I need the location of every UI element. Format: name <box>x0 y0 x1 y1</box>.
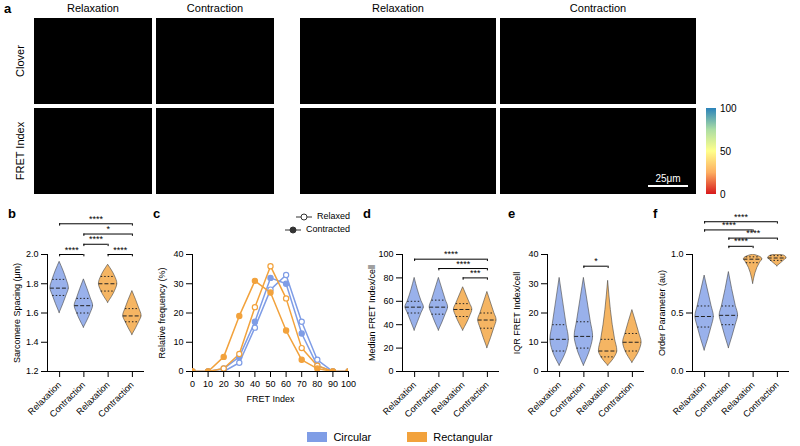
html-text:f: f <box>653 206 658 221</box>
svg-text:0: 0 <box>178 366 183 376</box>
svg-text:20: 20 <box>383 343 393 353</box>
svg-text:*: * <box>594 256 598 266</box>
svg-text:*: * <box>106 224 110 234</box>
svg-text:0.0: 0.0 <box>671 366 684 376</box>
svg-text:60: 60 <box>281 379 291 389</box>
svg-text:Relaxation: Relaxation <box>372 2 424 14</box>
svg-text:Contraction: Contraction <box>570 2 626 14</box>
svg-text:80: 80 <box>383 273 393 283</box>
svg-text:***: *** <box>470 268 481 278</box>
svg-text:1.8: 1.8 <box>26 279 39 289</box>
svg-text:****: **** <box>444 249 459 259</box>
svg-text:40: 40 <box>383 320 393 330</box>
svg-text:90: 90 <box>328 379 338 389</box>
svg-text:20: 20 <box>219 379 229 389</box>
svg-text:0: 0 <box>533 366 538 376</box>
svg-text:Contraction: Contraction <box>451 380 491 420</box>
svg-text:Contraction: Contraction <box>741 380 781 420</box>
svg-text:Relative frequency (%): Relative frequency (%) <box>157 267 167 358</box>
svg-text:Clover: Clover <box>14 45 26 77</box>
svg-text:Relaxation: Relaxation <box>719 379 757 417</box>
svg-text:IQR FRET Index/cell: IQR FRET Index/cell <box>512 272 522 354</box>
svg-text:Contraction: Contraction <box>692 379 733 420</box>
svg-text:Contraction: Contraction <box>596 380 636 420</box>
svg-text:****: **** <box>113 245 128 255</box>
html-text:d: d <box>363 206 371 221</box>
svg-text:Contraction: Contraction <box>402 379 443 420</box>
html-text:b: b <box>8 206 16 221</box>
svg-text:30: 30 <box>528 279 538 289</box>
svg-text:Relaxation: Relaxation <box>525 379 564 417</box>
svg-text:1.4: 1.4 <box>26 337 39 347</box>
svg-text:Relaxation: Relaxation <box>429 379 467 417</box>
html-text:Circular: Circular <box>333 431 372 443</box>
svg-text:****: **** <box>456 259 471 269</box>
svg-text:****: **** <box>89 214 104 224</box>
html-text:e: e <box>508 206 516 221</box>
svg-text:Relaxation: Relaxation <box>25 379 64 417</box>
svg-text:Contraction: Contraction <box>187 2 243 14</box>
svg-text:Relaxation: Relaxation <box>574 379 612 417</box>
svg-text:****: **** <box>89 234 104 244</box>
html-text:c: c <box>153 206 161 221</box>
svg-text:FRET Index: FRET Index <box>14 121 26 180</box>
svg-text:25μm: 25μm <box>655 173 680 184</box>
svg-text:****: **** <box>746 228 761 238</box>
svg-text:100: 100 <box>720 103 737 114</box>
svg-text:60: 60 <box>383 296 393 306</box>
html-text:Contracted: Contracted <box>306 224 350 234</box>
svg-text:100: 100 <box>341 379 356 389</box>
svg-text:70: 70 <box>297 379 307 389</box>
svg-text:Median FRET Index/cell: Median FRET Index/cell <box>367 265 377 361</box>
svg-text:Contraction: Contraction <box>547 379 588 420</box>
svg-text:100: 100 <box>378 249 393 259</box>
svg-text:0: 0 <box>190 379 195 389</box>
svg-text:50: 50 <box>720 146 732 157</box>
svg-text:0.5: 0.5 <box>671 308 684 318</box>
svg-text:10: 10 <box>203 379 213 389</box>
svg-text:10: 10 <box>528 337 538 347</box>
svg-text:****: **** <box>734 212 749 222</box>
html-text:Rectangular: Rectangular <box>433 431 493 443</box>
html-text:Relaxed: Relaxed <box>317 211 350 221</box>
svg-text:Contraction: Contraction <box>96 380 136 420</box>
svg-text:40: 40 <box>528 249 538 259</box>
svg-text:40: 40 <box>250 379 260 389</box>
svg-text:Order Parameter (au): Order Parameter (au) <box>657 270 667 356</box>
svg-text:1.6: 1.6 <box>26 308 39 318</box>
svg-text:20: 20 <box>173 308 183 318</box>
svg-text:10: 10 <box>173 337 183 347</box>
svg-text:40: 40 <box>173 249 183 259</box>
svg-text:30: 30 <box>234 379 244 389</box>
svg-text:0: 0 <box>720 189 726 200</box>
svg-text:30: 30 <box>173 279 183 289</box>
svg-text:50: 50 <box>265 379 275 389</box>
svg-text:1.2: 1.2 <box>26 366 39 376</box>
svg-text:Relaxation: Relaxation <box>380 379 419 417</box>
svg-text:80: 80 <box>312 379 322 389</box>
svg-text:FRET Index: FRET Index <box>247 394 295 404</box>
svg-text:0: 0 <box>388 366 393 376</box>
svg-text:Sarcomere Spacing (μm): Sarcomere Spacing (μm) <box>12 263 22 363</box>
svg-text:1.0: 1.0 <box>671 249 684 259</box>
svg-text:Contraction: Contraction <box>47 379 88 420</box>
svg-text:Relaxation: Relaxation <box>670 379 709 417</box>
svg-text:Relaxation: Relaxation <box>74 379 112 417</box>
svg-text:20: 20 <box>528 308 538 318</box>
svg-text:2.0: 2.0 <box>26 249 39 259</box>
svg-text:****: **** <box>65 245 80 255</box>
svg-text:a: a <box>4 1 12 16</box>
svg-text:Relaxation: Relaxation <box>67 2 119 14</box>
